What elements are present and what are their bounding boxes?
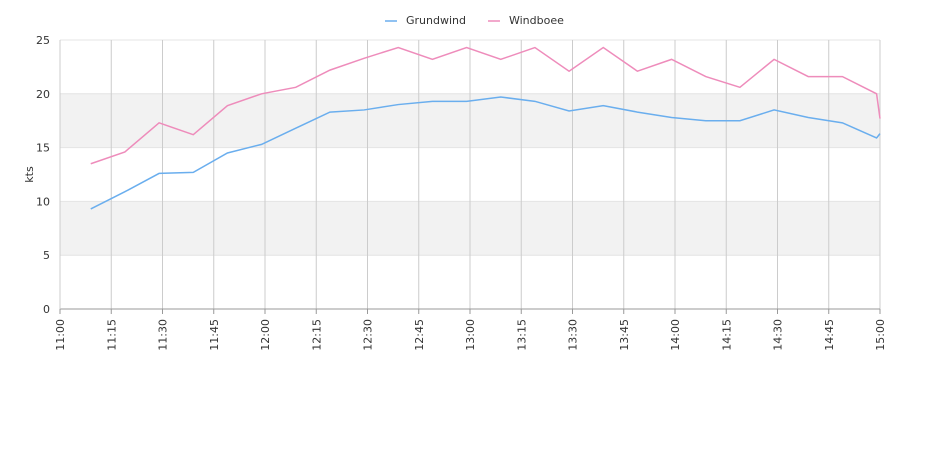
x-tick-label: 14:15 [720,319,733,351]
x-tick-label: 12:45 [413,319,426,351]
x-tick-label: 13:15 [515,319,528,351]
y-tick-label: 0 [43,303,50,316]
series-line [90,96,881,210]
x-tick-label: 12:15 [310,319,323,351]
x-tick-label: 14:00 [669,319,682,351]
legend-label: Grundwind [406,14,466,27]
x-tick-label: 11:30 [157,319,170,351]
x-tick-label: 11:15 [105,319,118,351]
x-tick-label: 13:00 [464,319,477,351]
x-tick-label: 11:45 [208,319,221,351]
x-tick-label: 15:00 [874,319,887,351]
x-tick-label: 11:00 [54,319,67,351]
y-tick-label: 15 [36,142,50,155]
y-tick-label: 20 [36,88,50,101]
series-line [90,46,881,165]
y-axis-label: kts [23,166,36,183]
legend-label: Windboee [509,14,564,27]
y-tick-label: 10 [36,195,50,208]
y-tick-label: 5 [43,249,50,262]
x-tick-label: 14:30 [772,319,785,351]
x-tick-label: 12:00 [259,319,272,351]
x-tick-label: 12:30 [362,319,375,351]
y-tick-label: 25 [36,34,50,47]
x-tick-label: 13:45 [618,319,631,351]
x-tick-label: 13:30 [567,319,580,351]
x-tick-label: 14:45 [823,319,836,351]
